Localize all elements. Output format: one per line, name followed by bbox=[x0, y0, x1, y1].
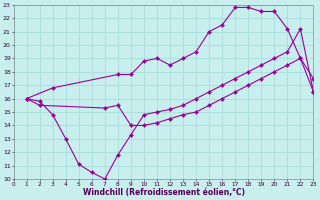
X-axis label: Windchill (Refroidissement éolien,°C): Windchill (Refroidissement éolien,°C) bbox=[83, 188, 244, 197]
